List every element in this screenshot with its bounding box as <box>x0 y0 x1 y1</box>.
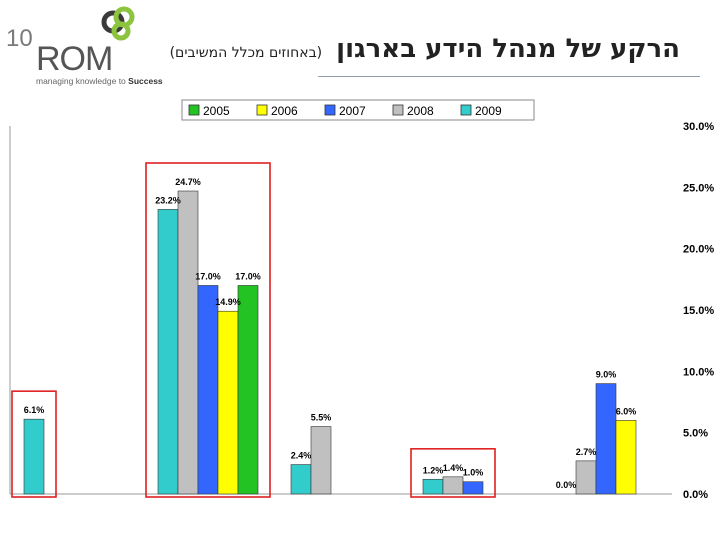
bar-2005 <box>237 285 259 495</box>
y-tick-label: 20.0% <box>683 244 714 256</box>
data-label: 9.0% <box>596 370 617 380</box>
data-label: 23.2% <box>155 195 181 205</box>
highlight-box <box>410 448 496 498</box>
logo-rings-icon <box>101 6 135 41</box>
page-subtitle: (באחוזים מכלל המשיבים) <box>169 45 323 61</box>
data-label: 1.0% <box>463 468 484 478</box>
bar-2009 <box>23 418 45 495</box>
bar-2009 <box>157 209 179 495</box>
data-label: 14.9% <box>215 297 241 307</box>
bar-2007 <box>197 285 219 495</box>
legend-swatch <box>324 104 336 116</box>
chart-bars <box>23 190 637 495</box>
bar-2006 <box>615 420 637 495</box>
bar-2007 <box>595 383 617 495</box>
highlight-box <box>145 162 271 498</box>
y-tick-label: 25.0% <box>683 182 714 194</box>
bar-2006 <box>217 310 239 495</box>
data-label: 17.0% <box>235 271 261 281</box>
page-title: הרקע של מנהל הידע בארגון <box>336 34 680 64</box>
bar-2007 <box>462 481 484 495</box>
y-tick-label: 0.0% <box>683 489 708 501</box>
legend-swatch <box>392 104 404 116</box>
legend-label: 2005 <box>203 104 230 118</box>
header: הרקע של מנהל הידע בארגון (באחוזים מכלל המ… <box>170 34 680 64</box>
data-label: 2.7% <box>576 447 597 457</box>
y-tick-label: 5.0% <box>683 428 708 440</box>
rom-logo: 10 ROM managing knowledge to Success <box>6 6 163 86</box>
bar-2009 <box>422 478 444 495</box>
data-label: 24.7% <box>175 177 201 187</box>
bar-2008 <box>575 460 597 495</box>
logo-number: 10 <box>6 25 33 52</box>
title-divider <box>318 76 700 77</box>
data-label: 6.1% <box>24 405 45 415</box>
highlight-box <box>11 390 57 498</box>
y-tick-label: 15.0% <box>683 305 714 317</box>
data-label: 5.5% <box>311 413 332 423</box>
legend-swatch <box>188 104 200 116</box>
legend-label: 2008 <box>407 104 434 118</box>
bar-2008 <box>442 476 464 495</box>
bar-2009 <box>290 464 312 495</box>
data-label: 6.0% <box>616 406 637 416</box>
bar-2008 <box>177 190 199 495</box>
data-labels: 6.1% 23.2% 24.7% 17.0% 14.9% 17.0% 2.4% 5.5% 1.2… <box>24 177 637 490</box>
legend-swatch <box>256 104 268 116</box>
legend-label: 2006 <box>271 104 298 118</box>
data-label: 1.4% <box>443 463 464 473</box>
legend-label: 2009 <box>475 104 502 118</box>
highlight-boxes <box>11 162 496 498</box>
y-tick-label: 10.0% <box>683 366 714 378</box>
data-label: 17.0% <box>195 271 221 281</box>
logo-name: ROM <box>36 40 112 78</box>
data-label: 0.0% <box>556 480 577 490</box>
data-label: 2.4% <box>291 451 312 461</box>
legend-frame <box>181 99 535 121</box>
logo-tagline-prefix: managing knowledge to <box>36 76 128 86</box>
logo-tagline-emphasis: Success <box>128 76 163 86</box>
bar-2008 <box>310 426 332 495</box>
chart-legend: 2005 2006 2007 2008 2009 <box>181 99 535 121</box>
data-label: 1.2% <box>423 465 444 475</box>
y-axis-ticks: 0.0% 5.0% 10.0% 15.0% 20.0% 25.0% 30.0% <box>683 121 714 501</box>
logo-tagline: managing knowledge to Success <box>36 76 163 86</box>
legend-label: 2007 <box>339 104 366 118</box>
y-tick-label: 30.0% <box>683 121 714 133</box>
legend-swatch <box>460 104 472 116</box>
